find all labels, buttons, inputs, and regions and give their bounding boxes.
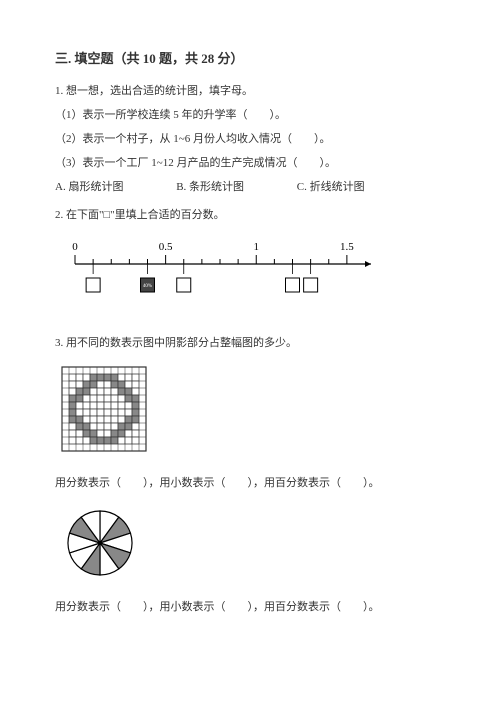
q3-prompt: 3. 用不同的数表示图中阴影部分占整幅图的多少。 <box>55 333 445 354</box>
number-line-container: 0 0.5 1 1.5 40% <box>55 240 445 315</box>
pie-diagram-container <box>65 508 445 583</box>
q1-options: A. 扇形统计图 B. 条形统计图 C. 折线统计图 <box>55 177 445 198</box>
section-title: 三. 填空题（共 10 题，共 28 分） <box>55 48 445 67</box>
svg-text:0.5: 0.5 <box>159 241 173 253</box>
pie-svg <box>65 508 135 578</box>
q1-optA: A. 扇形统计图 <box>55 177 123 198</box>
q1-sub2: （2）表示一个村子，从 1~6 月份人均收入情况（ ）。 <box>55 129 445 150</box>
q1-sub3: （3）表示一个工厂 1~12 月产品的生产完成情况（ ）。 <box>55 153 445 174</box>
q1-prompt: 1. 想一想，选出合适的统计图，填字母。 <box>55 81 445 102</box>
q1-sub1: （1）表示一所学校连续 5 年的升学率（ ）。 <box>55 105 445 126</box>
q3-answer1: 用分数表示（ ），用小数表示（ ），用百分数表示（ ）。 <box>55 473 445 494</box>
grid-diagram-container <box>59 364 445 459</box>
svg-text:0: 0 <box>72 241 78 253</box>
svg-text:1.5: 1.5 <box>340 241 354 253</box>
q2-prompt: 2. 在下面"□"里填上合适的百分数。 <box>55 205 445 226</box>
svg-text:40%: 40% <box>143 284 152 289</box>
q1-optC: C. 折线统计图 <box>297 181 365 193</box>
q3-answer2: 用分数表示（ ），用小数表示（ ），用百分数表示（ ）。 <box>55 597 445 618</box>
number-line-svg: 0 0.5 1 1.5 40% <box>55 240 385 310</box>
grid-svg <box>59 364 149 454</box>
q1-optB: B. 条形统计图 <box>176 177 244 198</box>
svg-text:1: 1 <box>254 241 260 253</box>
